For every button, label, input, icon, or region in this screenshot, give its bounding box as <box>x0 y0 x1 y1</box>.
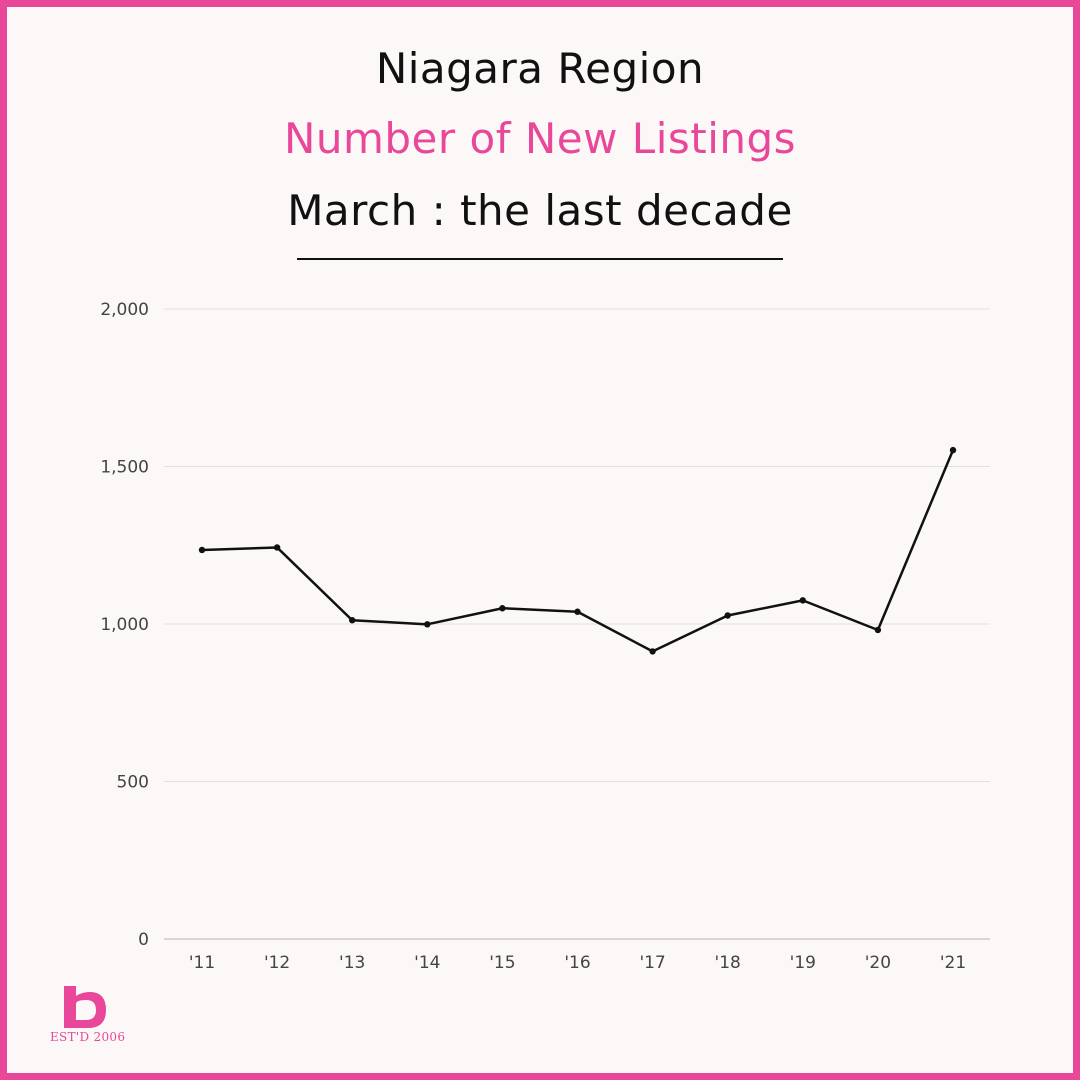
x-tick-label: '11 <box>189 953 215 973</box>
y-tick-label: 2,000 <box>100 300 149 320</box>
title-divider <box>297 258 783 260</box>
chart-subtitle: Number of New Listings <box>283 114 797 163</box>
x-tick-label: '20 <box>865 953 891 973</box>
x-tick-label: '19 <box>790 953 816 973</box>
data-point <box>424 621 431 628</box>
x-tick-label: '15 <box>489 953 515 973</box>
data-point <box>349 617 356 624</box>
chart-subtitle-period: March : the last decade <box>287 186 793 235</box>
data-point <box>724 612 731 619</box>
x-tick-label: '18 <box>715 953 741 973</box>
data-point <box>198 546 206 554</box>
data-point <box>574 608 581 615</box>
x-tick-label: '21 <box>940 953 966 973</box>
b-logo-icon <box>64 986 106 1028</box>
logo-text: EST'D 2006 <box>50 1030 126 1044</box>
chart-title: Niagara Region <box>375 44 705 93</box>
data-point <box>874 626 882 634</box>
x-tick-label: '16 <box>564 953 590 973</box>
y-tick-label: 1,000 <box>100 615 149 635</box>
data-point <box>499 605 506 612</box>
y-tick-label: 1,500 <box>100 458 149 478</box>
x-tick-label: '17 <box>639 953 665 973</box>
data-point <box>799 597 806 604</box>
series-line <box>201 449 955 653</box>
x-tick-label: '12 <box>264 953 290 973</box>
x-tick-label: '14 <box>414 953 440 973</box>
data-point <box>649 648 656 655</box>
x-tick-label: '13 <box>339 953 365 973</box>
data-point <box>949 446 957 454</box>
y-tick-label: 500 <box>117 773 149 793</box>
y-tick-label: 0 <box>138 930 149 950</box>
data-point <box>273 544 281 551</box>
